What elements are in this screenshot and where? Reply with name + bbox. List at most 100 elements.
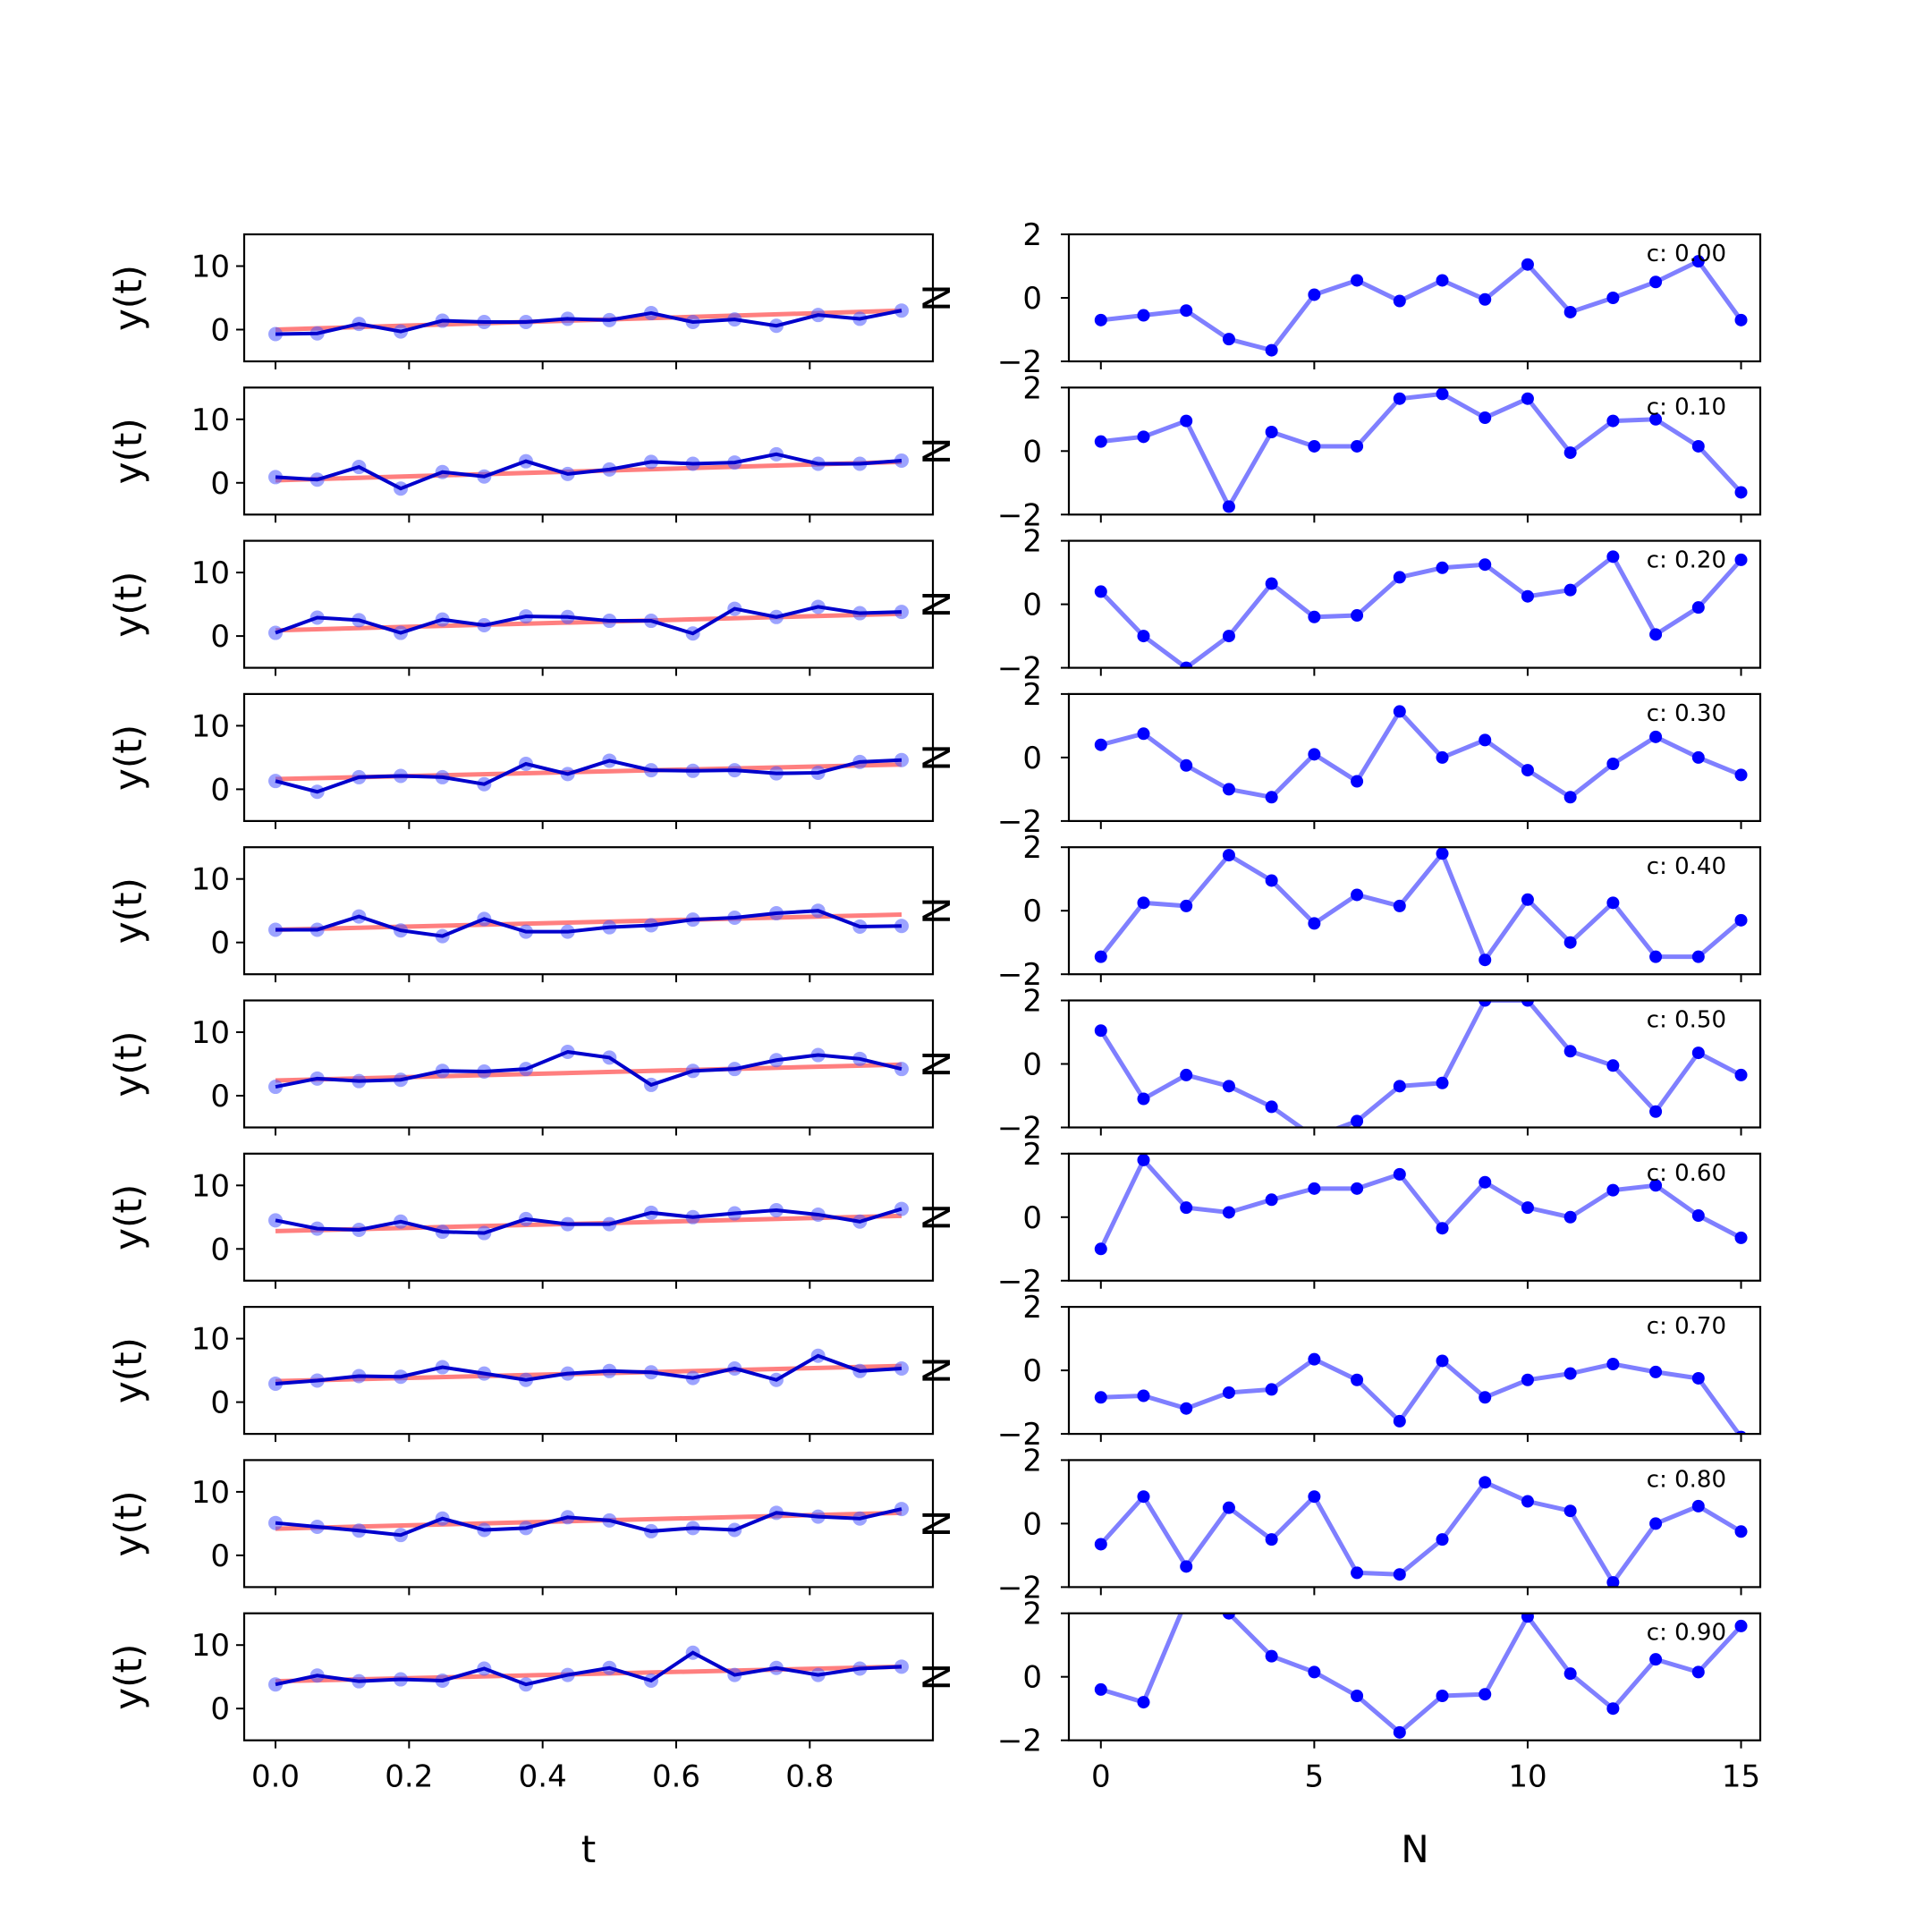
right-panel: c: 0.50 −2 0 2 N xyxy=(915,984,1762,1147)
left-y-axis-label: y(t) xyxy=(106,1490,150,1556)
residual-point xyxy=(1094,1024,1107,1038)
residual-point xyxy=(1479,558,1492,572)
y-tick-label: 2 xyxy=(1022,830,1042,866)
residual-point xyxy=(1308,1665,1321,1679)
right-plot-area xyxy=(1094,1476,1748,1588)
residual-point xyxy=(1265,874,1278,887)
y-tick-label: 0 xyxy=(1022,281,1042,317)
y-tick-label: 0 xyxy=(210,619,230,655)
residual-point xyxy=(1180,661,1193,668)
right-y-axis-label: N xyxy=(915,896,959,924)
series-line xyxy=(275,452,902,491)
y-tick-label: 10 xyxy=(191,1628,230,1664)
residual-point xyxy=(1393,1167,1406,1181)
residual-point xyxy=(1649,1105,1663,1118)
residual-point xyxy=(1649,1365,1663,1378)
residual-point xyxy=(1691,1371,1705,1385)
left-panel: 0 10 y(t) xyxy=(106,692,935,829)
residual-point xyxy=(1606,1358,1620,1370)
left-panel: 0 10 y(t) xyxy=(106,386,935,523)
left-axes-frame xyxy=(242,233,935,363)
residual-point xyxy=(1691,601,1705,614)
c-label: c: 0.40 xyxy=(1647,853,1726,880)
left-y-axis-label: y(t) xyxy=(106,1030,150,1097)
y-tick-label: −2 xyxy=(997,804,1042,840)
residual-point xyxy=(1436,750,1449,764)
fit-line xyxy=(275,1062,902,1083)
c-label: c: 0.20 xyxy=(1647,547,1726,574)
y-tick-label: 0 xyxy=(210,1079,230,1114)
right-plot-area xyxy=(1094,255,1748,357)
residual-point xyxy=(1734,1231,1748,1244)
residual-point xyxy=(1479,1476,1492,1489)
residual-point xyxy=(1222,1206,1235,1219)
right-panel: c: 0.20 −2 0 2 N xyxy=(915,524,1762,687)
residual-line xyxy=(1100,1356,1742,1435)
residual-point xyxy=(1606,292,1620,304)
right-y-axis-label: N xyxy=(915,284,959,311)
residual-point xyxy=(1094,1538,1107,1551)
residual-point xyxy=(1393,294,1406,308)
left-axes-frame xyxy=(242,999,935,1129)
residual-point xyxy=(1479,1688,1492,1701)
residual-point xyxy=(1734,486,1748,499)
y-tick-label: 0 xyxy=(210,313,230,349)
residual-point xyxy=(1606,1183,1620,1197)
residual-point xyxy=(1222,333,1235,346)
residual-point xyxy=(1436,847,1449,860)
y-tick-label: 0 xyxy=(210,1385,230,1421)
residual-point xyxy=(1137,1490,1150,1504)
residual-point xyxy=(1436,1690,1449,1702)
series-line xyxy=(275,605,902,636)
residual-line xyxy=(1098,1479,1742,1587)
residual-point xyxy=(1094,1682,1107,1696)
residual-point xyxy=(1563,1045,1577,1058)
x-tick-label: 0.8 xyxy=(785,1759,834,1795)
x-tick-label: 15 xyxy=(1722,1759,1760,1795)
residual-point xyxy=(1094,950,1107,963)
residual-point xyxy=(1649,950,1663,963)
residual-point xyxy=(1137,1092,1150,1106)
x-tick-label: 5 xyxy=(1305,1759,1325,1795)
residual-point xyxy=(1137,1153,1150,1166)
right-y-axis-label: N xyxy=(915,1356,959,1384)
residual-point xyxy=(1649,730,1663,743)
residual-point xyxy=(1351,1690,1364,1702)
residual-point xyxy=(1222,1613,1235,1620)
residual-line xyxy=(1098,1000,1742,1128)
y-tick-label: 2 xyxy=(1022,677,1042,713)
y-tick-label: 2 xyxy=(1022,524,1042,560)
residual-point xyxy=(1563,1667,1577,1681)
x-tick-label: 0.6 xyxy=(652,1759,700,1795)
residual-point xyxy=(1606,896,1620,910)
y-tick-label: −2 xyxy=(997,1417,1042,1453)
residual-point xyxy=(1265,1649,1278,1663)
y-tick-label: 0 xyxy=(210,1691,230,1727)
y-tick-label: 0 xyxy=(210,1232,230,1267)
y-tick-label: 0 xyxy=(210,466,230,502)
y-tick-label: 0 xyxy=(1022,1660,1042,1696)
residual-point xyxy=(1351,274,1364,287)
residual-point xyxy=(1222,1385,1235,1399)
residual-point xyxy=(1563,1210,1577,1224)
residual-point xyxy=(1308,439,1321,453)
residual-point xyxy=(1222,783,1235,796)
residual-point xyxy=(1606,1059,1620,1072)
residual-point xyxy=(1734,1068,1748,1081)
residual-point xyxy=(1606,550,1620,564)
residual-point xyxy=(1649,1179,1663,1192)
residual-point xyxy=(1393,1080,1406,1093)
residual-point xyxy=(1222,1080,1235,1093)
y-tick-label: −2 xyxy=(997,957,1042,993)
right-plot-area xyxy=(1094,1613,1748,1739)
y-tick-label: 0 xyxy=(1022,741,1042,776)
right-y-axis-label: N xyxy=(915,590,959,618)
residual-point xyxy=(1308,288,1321,301)
y-tick-label: 2 xyxy=(1022,1443,1042,1479)
residual-point xyxy=(1137,896,1150,910)
x-tick-label: 0 xyxy=(1091,1759,1111,1795)
left-axes-frame xyxy=(242,846,935,976)
left-axes-frame xyxy=(242,1305,935,1436)
y-tick-label: 0 xyxy=(1022,894,1042,929)
